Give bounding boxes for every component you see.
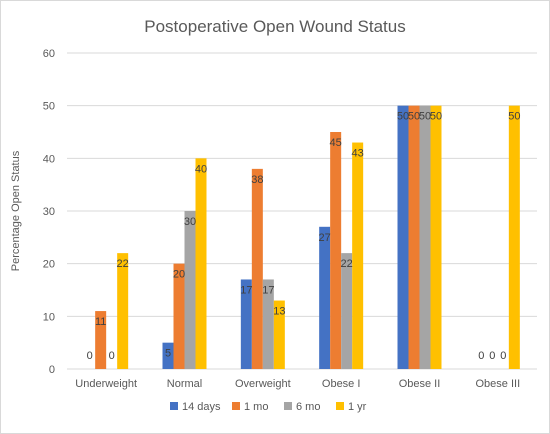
legend-label: 14 days xyxy=(182,401,221,413)
y-tick-label: 20 xyxy=(43,259,55,271)
legend-swatch xyxy=(336,402,344,410)
x-tick-label: Underweight xyxy=(75,378,137,390)
bar xyxy=(173,263,185,369)
legend: 14 days 1 mo 6 mo 1 yr xyxy=(170,401,367,413)
bar xyxy=(117,253,129,369)
data-label: 0 xyxy=(87,350,93,362)
legend-swatch xyxy=(170,402,178,410)
y-tick-label: 0 xyxy=(49,364,55,376)
data-label: 50 xyxy=(430,111,442,123)
bar xyxy=(341,253,353,369)
data-label: 22 xyxy=(341,258,353,270)
x-tick-labels: Underweight Normal Overweight Obese I Obese … xyxy=(75,378,520,390)
data-label: 50 xyxy=(397,111,409,123)
legend-swatch xyxy=(232,402,240,410)
y-tick-label: 40 xyxy=(43,153,55,165)
x-tick-label: Obese I xyxy=(322,378,361,390)
legend-label: 1 mo xyxy=(244,401,268,413)
data-label: 5 xyxy=(165,348,171,360)
data-label: 13 xyxy=(273,306,285,318)
gridlines xyxy=(67,52,537,370)
x-tick-label: Obese III xyxy=(476,378,521,390)
bar xyxy=(251,168,263,369)
data-label: 45 xyxy=(330,137,342,149)
y-tick-labels: 0 10 20 30 40 50 60 xyxy=(43,48,55,376)
data-label: 50 xyxy=(508,111,520,123)
chart-title: Postoperative Open Wound Status xyxy=(144,17,405,36)
bar xyxy=(162,342,174,369)
data-label: 27 xyxy=(319,232,331,244)
bar xyxy=(508,105,520,370)
y-axis-label: Percentage Open Status xyxy=(10,150,22,271)
data-label: 17 xyxy=(262,284,274,296)
legend-swatch xyxy=(284,402,292,410)
data-label: 0 xyxy=(500,350,506,362)
legend-label: 6 mo xyxy=(296,401,320,413)
bar xyxy=(184,211,196,369)
x-tick-label: Overweight xyxy=(235,378,291,390)
data-label: 11 xyxy=(95,316,106,328)
legend-label: 1 yr xyxy=(348,401,367,413)
bar xyxy=(195,158,207,369)
bars xyxy=(95,105,520,370)
data-label: 0 xyxy=(478,350,484,362)
data-label: 30 xyxy=(184,216,196,228)
bar xyxy=(408,105,420,370)
bar xyxy=(330,132,342,369)
bar xyxy=(95,311,107,369)
data-label: 40 xyxy=(195,163,207,175)
data-label: 0 xyxy=(109,350,115,362)
bar xyxy=(319,226,331,369)
y-tick-label: 50 xyxy=(43,101,55,113)
y-tick-label: 60 xyxy=(43,48,55,60)
data-label: 17 xyxy=(240,284,252,296)
data-label: 43 xyxy=(352,148,364,160)
bar xyxy=(352,142,364,369)
bar xyxy=(397,105,409,370)
data-label: 22 xyxy=(117,258,129,270)
data-label: 38 xyxy=(251,174,263,186)
x-tick-label: Normal xyxy=(167,378,202,390)
bar xyxy=(419,105,431,370)
data-label: 50 xyxy=(419,111,431,123)
bar xyxy=(273,300,285,369)
data-label: 0 xyxy=(489,350,495,362)
bar xyxy=(262,279,274,369)
y-tick-label: 10 xyxy=(43,311,55,323)
y-tick-label: 30 xyxy=(43,206,55,218)
bar xyxy=(240,279,252,369)
bar xyxy=(430,105,442,370)
data-label: 50 xyxy=(408,111,420,123)
x-tick-label: Obese II xyxy=(399,378,441,390)
data-label: 20 xyxy=(173,269,185,281)
